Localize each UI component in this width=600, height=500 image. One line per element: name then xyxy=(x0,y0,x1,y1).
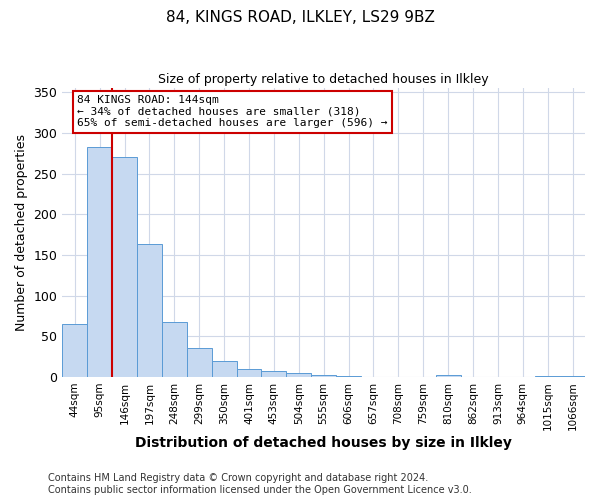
Bar xyxy=(236,369,262,377)
Bar xyxy=(112,157,137,377)
Bar xyxy=(212,360,236,377)
Bar xyxy=(311,374,336,377)
Bar xyxy=(286,373,311,377)
X-axis label: Distribution of detached houses by size in Ilkley: Distribution of detached houses by size … xyxy=(135,436,512,450)
Bar xyxy=(62,324,87,377)
Bar xyxy=(87,148,112,377)
Bar xyxy=(262,372,286,377)
Bar xyxy=(535,376,560,377)
Bar xyxy=(560,376,585,377)
Text: Contains HM Land Registry data © Crown copyright and database right 2024.
Contai: Contains HM Land Registry data © Crown c… xyxy=(48,474,472,495)
Bar xyxy=(436,376,461,377)
Text: 84 KINGS ROAD: 144sqm
← 34% of detached houses are smaller (318)
65% of semi-det: 84 KINGS ROAD: 144sqm ← 34% of detached … xyxy=(77,96,388,128)
Bar xyxy=(187,348,212,377)
Bar xyxy=(137,244,162,377)
Title: Size of property relative to detached houses in Ilkley: Size of property relative to detached ho… xyxy=(158,72,489,86)
Bar xyxy=(162,322,187,377)
Y-axis label: Number of detached properties: Number of detached properties xyxy=(15,134,28,331)
Bar xyxy=(336,376,361,377)
Text: 84, KINGS ROAD, ILKLEY, LS29 9BZ: 84, KINGS ROAD, ILKLEY, LS29 9BZ xyxy=(166,10,434,25)
